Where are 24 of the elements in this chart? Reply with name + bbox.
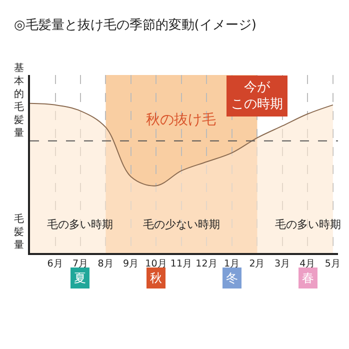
ref-line-label: 基本的毛髪量 — [14, 62, 24, 139]
x-tick-label: 2月 — [249, 258, 266, 270]
x-tick-label: 8月 — [98, 258, 114, 270]
chart-title: ◎毛髪量と抜け毛の季節的変動(イメージ) — [14, 16, 256, 33]
annotation: 毛の多い時期 — [275, 218, 341, 231]
band-label: 毛の少ない時期 — [143, 218, 220, 231]
text: 冬 — [226, 271, 238, 285]
x-tick-label: 5月 — [324, 258, 341, 270]
x-tick-label: 10月 — [145, 258, 168, 270]
x-tick-label: 9月 — [122, 258, 140, 270]
text: 秋 — [150, 271, 162, 285]
x-tick-label: 4月 — [300, 258, 316, 270]
x-tick-label: 1月 — [224, 258, 240, 270]
x-tick-label: 12月 — [196, 258, 218, 270]
y-axis-title: 毛髪量 — [14, 213, 24, 251]
text: 春 — [302, 271, 314, 285]
text: 夏 — [74, 271, 86, 285]
x-tick-label: 7月 — [72, 258, 89, 270]
annotation: 今がこの時期 — [231, 80, 283, 112]
annotation: 秋の抜け毛 — [146, 112, 216, 128]
x-tick-label: 3月 — [274, 258, 290, 270]
x-tick-label: 6月 — [47, 258, 64, 270]
annotation: 毛の多い時期 — [47, 218, 113, 231]
x-tick-label: 11月 — [170, 258, 193, 270]
